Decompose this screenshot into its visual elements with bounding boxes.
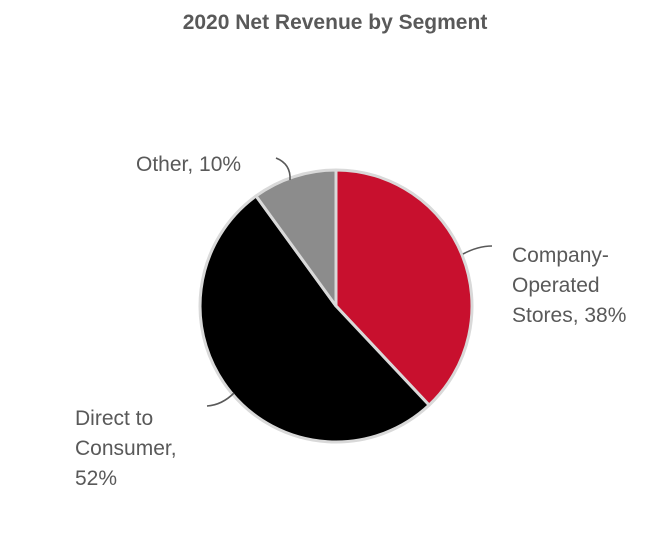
slice-labels: Company- Operated Stores, 38% Direct to … (75, 153, 626, 490)
leader-line-direct-to-consumer (206, 392, 235, 407)
label-direct-to-consumer-line-3: 52% (75, 467, 117, 490)
slice-direct-to-consumer[interactable] (198, 194, 431, 444)
label-direct-to-consumer-line-2: Consumer, (75, 437, 177, 460)
label-company-operated-stores: Company- Operated Stores, 38% (512, 244, 626, 327)
pie-slices (198, 168, 474, 444)
label-company-operated-stores-line-2: Operated (512, 274, 600, 297)
label-direct-to-consumer: Direct to Consumer, 52% (75, 407, 182, 490)
leader-line-other (275, 157, 291, 181)
label-direct-to-consumer-line-1: Direct to (75, 407, 153, 430)
leader-lines (206, 157, 493, 407)
slice-other[interactable] (254, 168, 338, 308)
label-other-line-1: Other, 10% (136, 153, 241, 176)
label-other: Other, 10% (136, 153, 241, 176)
leader-line-company-operated-stores (462, 245, 493, 255)
label-company-operated-stores-line-3: Stores, 38% (512, 304, 626, 327)
label-company-operated-stores-line-1: Company- (512, 244, 609, 267)
slice-company-operated-stores[interactable] (334, 168, 474, 407)
chart-title: 2020 Net Revenue by Segment (183, 11, 488, 34)
